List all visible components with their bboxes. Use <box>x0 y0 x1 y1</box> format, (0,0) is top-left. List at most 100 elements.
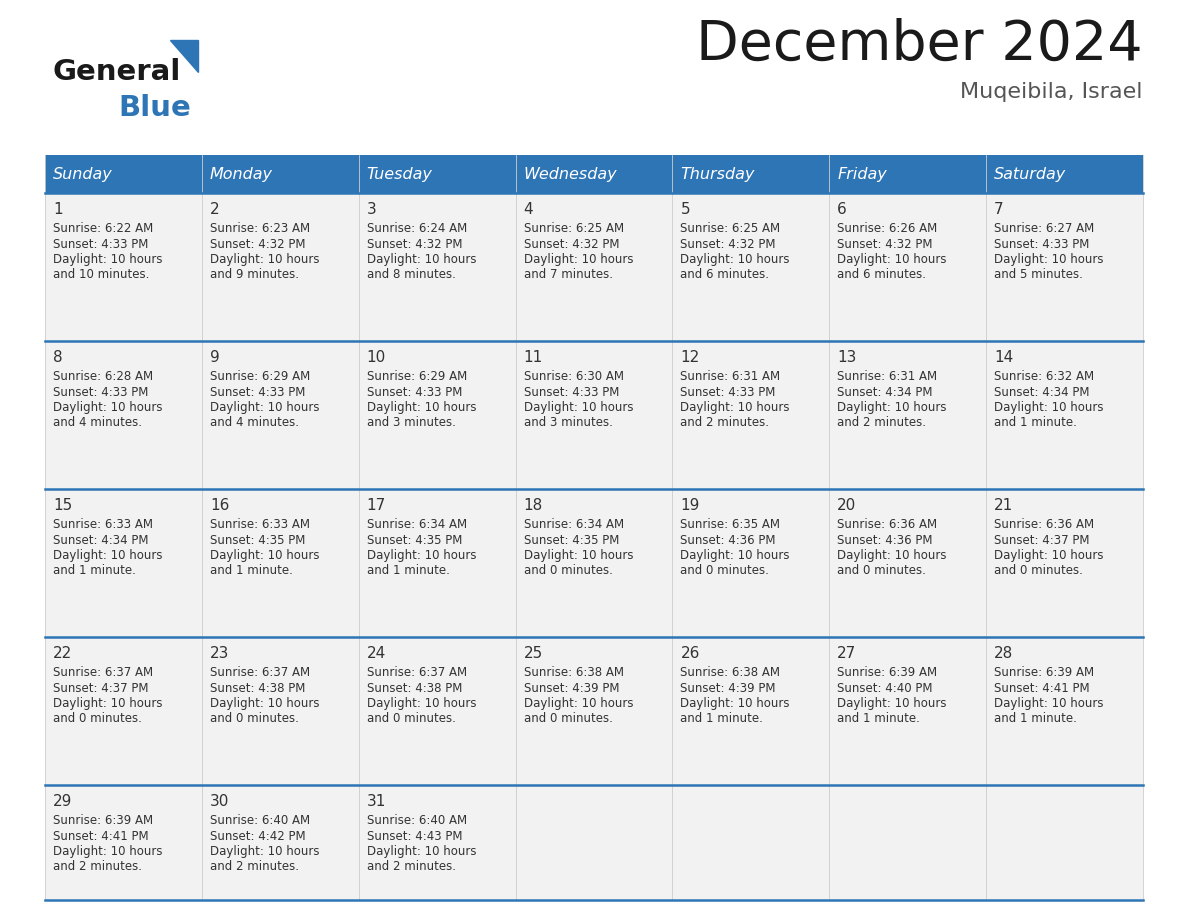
Text: Sunrise: 6:34 AM: Sunrise: 6:34 AM <box>524 518 624 531</box>
Text: Sunrise: 6:26 AM: Sunrise: 6:26 AM <box>838 222 937 235</box>
Text: and 4 minutes.: and 4 minutes. <box>210 417 299 430</box>
Text: 30: 30 <box>210 794 229 809</box>
Text: Friday: Friday <box>838 166 887 182</box>
Text: and 1 minute.: and 1 minute. <box>838 712 921 725</box>
Text: Sunset: 4:32 PM: Sunset: 4:32 PM <box>838 238 933 251</box>
Text: Sunrise: 6:36 AM: Sunrise: 6:36 AM <box>994 518 1094 531</box>
Text: Monday: Monday <box>210 166 273 182</box>
Text: Daylight: 10 hours: Daylight: 10 hours <box>994 253 1104 266</box>
Text: General: General <box>52 58 181 86</box>
Text: Sunrise: 6:30 AM: Sunrise: 6:30 AM <box>524 370 624 383</box>
Text: Daylight: 10 hours: Daylight: 10 hours <box>994 401 1104 414</box>
Text: Daylight: 10 hours: Daylight: 10 hours <box>838 697 947 710</box>
Bar <box>202 637 359 785</box>
Bar <box>202 341 359 489</box>
Text: and 6 minutes.: and 6 minutes. <box>838 268 927 282</box>
Text: 23: 23 <box>210 646 229 661</box>
Text: and 2 minutes.: and 2 minutes. <box>53 860 143 874</box>
Text: Sunrise: 6:38 AM: Sunrise: 6:38 AM <box>681 666 781 679</box>
Text: Sunset: 4:32 PM: Sunset: 4:32 PM <box>524 238 619 251</box>
Text: Sunset: 4:37 PM: Sunset: 4:37 PM <box>53 681 148 695</box>
Text: Sunrise: 6:25 AM: Sunrise: 6:25 AM <box>524 222 624 235</box>
Text: 24: 24 <box>367 646 386 661</box>
Text: Sunset: 4:32 PM: Sunset: 4:32 PM <box>681 238 776 251</box>
Text: 1: 1 <box>53 202 63 217</box>
Text: Sunrise: 6:39 AM: Sunrise: 6:39 AM <box>838 666 937 679</box>
Text: Daylight: 10 hours: Daylight: 10 hours <box>53 697 163 710</box>
Text: Daylight: 10 hours: Daylight: 10 hours <box>210 253 320 266</box>
Text: Sunset: 4:38 PM: Sunset: 4:38 PM <box>210 681 305 695</box>
Text: 10: 10 <box>367 350 386 365</box>
Text: Sunset: 4:33 PM: Sunset: 4:33 PM <box>53 238 148 251</box>
Text: Sunrise: 6:36 AM: Sunrise: 6:36 AM <box>838 518 937 531</box>
Text: Muqeibila, Israel: Muqeibila, Israel <box>961 82 1143 102</box>
Text: and 2 minutes.: and 2 minutes. <box>838 417 927 430</box>
Text: 3: 3 <box>367 202 377 217</box>
Text: and 4 minutes.: and 4 minutes. <box>53 417 143 430</box>
Text: Daylight: 10 hours: Daylight: 10 hours <box>53 549 163 562</box>
Text: and 1 minute.: and 1 minute. <box>994 712 1078 725</box>
Text: 28: 28 <box>994 646 1013 661</box>
Text: Daylight: 10 hours: Daylight: 10 hours <box>367 253 476 266</box>
Bar <box>359 785 516 900</box>
Text: and 0 minutes.: and 0 minutes. <box>994 565 1083 577</box>
Text: Daylight: 10 hours: Daylight: 10 hours <box>994 549 1104 562</box>
Bar <box>45 637 202 785</box>
Text: Sunset: 4:39 PM: Sunset: 4:39 PM <box>524 681 619 695</box>
Polygon shape <box>170 40 198 72</box>
Text: Sunset: 4:38 PM: Sunset: 4:38 PM <box>367 681 462 695</box>
Text: Sunrise: 6:23 AM: Sunrise: 6:23 AM <box>210 222 310 235</box>
Text: Sunrise: 6:37 AM: Sunrise: 6:37 AM <box>367 666 467 679</box>
Bar <box>202 489 359 637</box>
Text: Daylight: 10 hours: Daylight: 10 hours <box>367 549 476 562</box>
Text: Sunset: 4:32 PM: Sunset: 4:32 PM <box>367 238 462 251</box>
Bar <box>672 785 829 900</box>
Text: 5: 5 <box>681 202 690 217</box>
Bar <box>359 489 516 637</box>
Bar <box>829 341 986 489</box>
Text: and 9 minutes.: and 9 minutes. <box>210 268 299 282</box>
Text: and 5 minutes.: and 5 minutes. <box>994 268 1083 282</box>
Text: Sunset: 4:37 PM: Sunset: 4:37 PM <box>994 533 1089 546</box>
Text: and 3 minutes.: and 3 minutes. <box>367 417 455 430</box>
Text: Sunrise: 6:39 AM: Sunrise: 6:39 AM <box>994 666 1094 679</box>
Bar <box>359 341 516 489</box>
Text: Sunset: 4:34 PM: Sunset: 4:34 PM <box>53 533 148 546</box>
Text: and 0 minutes.: and 0 minutes. <box>53 712 141 725</box>
Text: Sunrise: 6:31 AM: Sunrise: 6:31 AM <box>838 370 937 383</box>
Text: Sunrise: 6:31 AM: Sunrise: 6:31 AM <box>681 370 781 383</box>
Text: 26: 26 <box>681 646 700 661</box>
Text: and 0 minutes.: and 0 minutes. <box>838 565 927 577</box>
Bar <box>516 637 672 785</box>
Text: Daylight: 10 hours: Daylight: 10 hours <box>210 845 320 858</box>
Bar <box>672 637 829 785</box>
Text: Sunrise: 6:29 AM: Sunrise: 6:29 AM <box>210 370 310 383</box>
Bar <box>829 785 986 900</box>
Text: and 7 minutes.: and 7 minutes. <box>524 268 613 282</box>
Text: Sunset: 4:42 PM: Sunset: 4:42 PM <box>210 830 305 843</box>
Text: 12: 12 <box>681 350 700 365</box>
Text: 15: 15 <box>53 498 72 513</box>
Text: Sunset: 4:36 PM: Sunset: 4:36 PM <box>838 533 933 546</box>
Text: Wednesday: Wednesday <box>524 166 618 182</box>
Text: Sunrise: 6:28 AM: Sunrise: 6:28 AM <box>53 370 153 383</box>
Text: Sunrise: 6:37 AM: Sunrise: 6:37 AM <box>210 666 310 679</box>
Text: Daylight: 10 hours: Daylight: 10 hours <box>210 697 320 710</box>
Text: 21: 21 <box>994 498 1013 513</box>
Text: 2: 2 <box>210 202 220 217</box>
Text: Sunrise: 6:25 AM: Sunrise: 6:25 AM <box>681 222 781 235</box>
Text: 9: 9 <box>210 350 220 365</box>
Bar <box>359 637 516 785</box>
Text: Daylight: 10 hours: Daylight: 10 hours <box>53 845 163 858</box>
Text: Daylight: 10 hours: Daylight: 10 hours <box>524 401 633 414</box>
Text: 4: 4 <box>524 202 533 217</box>
Text: and 1 minute.: and 1 minute. <box>681 712 764 725</box>
Bar <box>829 193 986 341</box>
Text: Sunrise: 6:24 AM: Sunrise: 6:24 AM <box>367 222 467 235</box>
Text: Saturday: Saturday <box>994 166 1067 182</box>
Text: Sunrise: 6:33 AM: Sunrise: 6:33 AM <box>53 518 153 531</box>
Text: Daylight: 10 hours: Daylight: 10 hours <box>838 549 947 562</box>
Text: Daylight: 10 hours: Daylight: 10 hours <box>838 401 947 414</box>
Text: Thursday: Thursday <box>681 166 754 182</box>
Text: Daylight: 10 hours: Daylight: 10 hours <box>681 401 790 414</box>
